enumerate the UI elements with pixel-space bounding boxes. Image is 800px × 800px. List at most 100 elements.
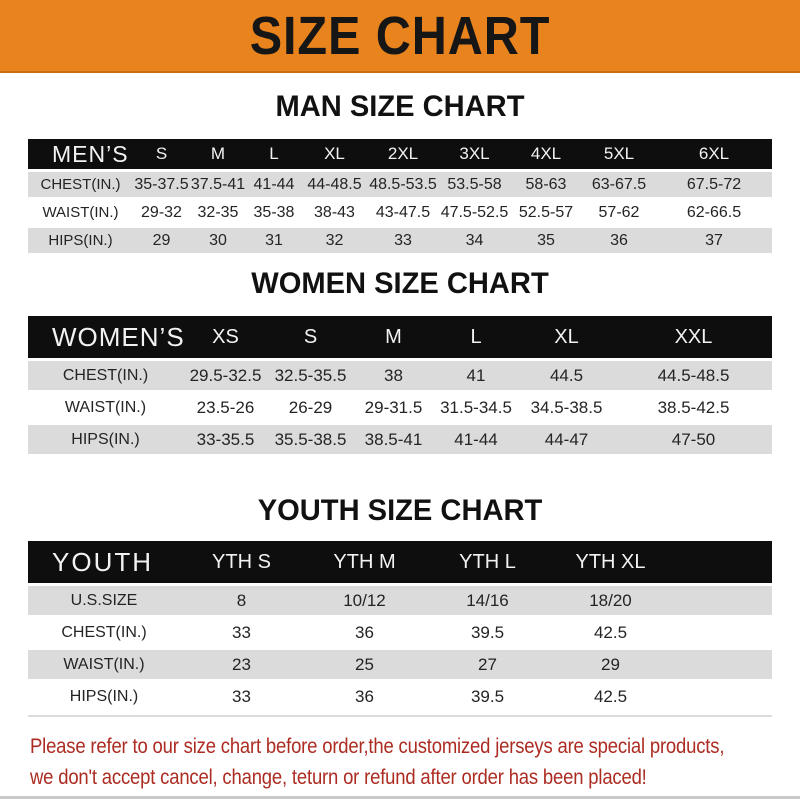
measure-value-cell: 44.5 bbox=[518, 361, 615, 390]
measure-value-cell: 38.5-42.5 bbox=[615, 393, 772, 422]
measure-value-cell: 39.5 bbox=[426, 618, 549, 647]
measure-value-cell: 41 bbox=[434, 361, 518, 390]
women-size-table: WOMEN’S XS S M L XL XXL CHEST(IN.) 29.5-32.5 32.5… bbox=[28, 313, 772, 457]
measure-value-cell: 37 bbox=[656, 228, 772, 253]
measure-value-cell: 35.5-38.5 bbox=[268, 425, 353, 454]
measure-value-cell: 31 bbox=[246, 228, 302, 253]
measure-value-cell: 29 bbox=[133, 228, 190, 253]
measure-value-cell: 32.5-35.5 bbox=[268, 361, 353, 390]
size-header-cell: L bbox=[246, 139, 302, 169]
measure-label-cell: WAIST(IN.) bbox=[28, 650, 180, 679]
measure-value-cell: 23 bbox=[180, 650, 303, 679]
measure-label-cell: HIPS(IN.) bbox=[28, 682, 180, 711]
youth-section-heading: YOUTH SIZE CHART bbox=[257, 494, 543, 527]
measure-value-cell: 14/16 bbox=[426, 586, 549, 615]
table-title-cell: WOMEN’S bbox=[28, 316, 184, 358]
measure-value-cell: 36 bbox=[303, 682, 426, 711]
size-header-cell: L bbox=[434, 316, 518, 358]
measure-row: U.S.SIZE 8 10/12 14/16 18/20 bbox=[28, 586, 772, 615]
measure-value-cell: 33 bbox=[367, 228, 439, 253]
table-title-cell: MEN’S bbox=[28, 139, 133, 169]
measure-value-cell: 48.5-53.5 bbox=[367, 172, 439, 197]
men-size-table: MEN’S S M L XL 2XL 3XL 4XL 5XL 6XL CHEST(IN.) 35-37… bbox=[28, 136, 772, 256]
men-section-heading: MAN SIZE CHART bbox=[275, 90, 525, 123]
measure-value-cell: 62-66.5 bbox=[656, 200, 772, 225]
measure-value-cell: 35-37.5 bbox=[133, 172, 190, 197]
size-header-cell: 2XL bbox=[367, 139, 439, 169]
measure-value-cell: 63-67.5 bbox=[582, 172, 656, 197]
spacer-cell bbox=[672, 682, 772, 711]
size-header-cell: M bbox=[353, 316, 434, 358]
measure-value-cell: 34 bbox=[439, 228, 510, 253]
measure-value-cell: 33 bbox=[180, 682, 303, 711]
measure-value-cell: 30 bbox=[190, 228, 246, 253]
measure-value-cell: 36 bbox=[303, 618, 426, 647]
measure-value-cell: 34.5-38.5 bbox=[518, 393, 615, 422]
table-header-row: MEN’S S M L XL 2XL 3XL 4XL 5XL 6XL bbox=[28, 139, 772, 169]
measure-value-cell: 37.5-41 bbox=[190, 172, 246, 197]
women-section-heading: WOMEN SIZE CHART bbox=[251, 267, 549, 300]
size-header-cell: 4XL bbox=[510, 139, 582, 169]
measure-row: WAIST(IN.) 29-32 32-35 35-38 38-43 43-47.5 47.… bbox=[28, 200, 772, 225]
measure-value-cell: 32 bbox=[302, 228, 367, 253]
size-header-cell: XS bbox=[183, 316, 268, 358]
measure-value-cell: 43-47.5 bbox=[367, 200, 439, 225]
measure-value-cell: 29 bbox=[549, 650, 672, 679]
measure-value-cell: 44.5-48.5 bbox=[615, 361, 772, 390]
banner: SIZE CHART bbox=[0, 0, 800, 73]
measure-value-cell: 42.5 bbox=[549, 618, 672, 647]
bottom-divider bbox=[0, 796, 800, 799]
size-header-cell: 6XL bbox=[656, 139, 772, 169]
table-header-row: WOMEN’S XS S M L XL XXL bbox=[28, 316, 772, 358]
measure-value-cell: 29-32 bbox=[133, 200, 190, 225]
measure-value-cell: 10/12 bbox=[303, 586, 426, 615]
women-section: WOMEN SIZE CHART WOMEN’S XS S M L XL XXL CHEST(… bbox=[0, 266, 800, 457]
measure-value-cell: 52.5-57 bbox=[510, 200, 582, 225]
youth-section: YOUTH SIZE CHART YOUTH YTH S YTH M YTH L YTH… bbox=[0, 493, 800, 717]
measure-row: CHEST(IN.) 33 36 39.5 42.5 bbox=[28, 618, 772, 647]
measure-label-cell: CHEST(IN.) bbox=[28, 361, 183, 390]
youth-size-table: YOUTH YTH S YTH M YTH L YTH XL U.S.SIZE 8 10/12… bbox=[28, 538, 772, 714]
measure-value-cell: 47.5-52.5 bbox=[439, 200, 510, 225]
men-section: MAN SIZE CHART MEN’S S M L XL 2XL 3XL 4XL 5XL 6XL… bbox=[0, 89, 800, 256]
size-header-cell: S bbox=[133, 139, 190, 169]
measure-value-cell: 39.5 bbox=[426, 682, 549, 711]
measure-value-cell: 58-63 bbox=[510, 172, 582, 197]
measure-value-cell: 53.5-58 bbox=[439, 172, 510, 197]
disclaimer-line-2: we don't accept cancel, change, teturn o… bbox=[30, 766, 647, 789]
measure-value-cell: 32-35 bbox=[190, 200, 246, 225]
measure-value-cell: 42.5 bbox=[549, 682, 672, 711]
table-header-row: YOUTH YTH S YTH M YTH L YTH XL bbox=[28, 541, 772, 583]
measure-value-cell: 67.5-72 bbox=[656, 172, 772, 197]
measure-value-cell: 27 bbox=[426, 650, 549, 679]
measure-value-cell: 44-48.5 bbox=[302, 172, 367, 197]
measure-value-cell: 29-31.5 bbox=[353, 393, 434, 422]
page-title: SIZE CHART bbox=[249, 5, 551, 66]
measure-value-cell: 36 bbox=[582, 228, 656, 253]
measure-label-cell: CHEST(IN.) bbox=[28, 618, 180, 647]
size-header-cell: XL bbox=[302, 139, 367, 169]
spacer-cell bbox=[672, 650, 772, 679]
measure-value-cell: 25 bbox=[303, 650, 426, 679]
measure-row: HIPS(IN.) 29 30 31 32 33 34 35 36 37 bbox=[28, 228, 772, 253]
measure-value-cell: 41-44 bbox=[246, 172, 302, 197]
measure-value-cell: 47-50 bbox=[615, 425, 772, 454]
measure-value-cell: 8 bbox=[180, 586, 303, 615]
spacer-cell bbox=[672, 541, 772, 583]
table-title-cell: YOUTH bbox=[28, 541, 180, 583]
size-header-cell: YTH L bbox=[426, 541, 549, 583]
measure-value-cell: 26-29 bbox=[268, 393, 353, 422]
measure-value-cell: 35 bbox=[510, 228, 582, 253]
measure-row: CHEST(IN.) 35-37.5 37.5-41 41-44 44-48.5 48.5… bbox=[28, 172, 772, 197]
measure-row: HIPS(IN.) 33-35.5 35.5-38.5 38.5-41 41-44 44-… bbox=[28, 425, 772, 454]
measure-value-cell: 23.5-26 bbox=[183, 393, 268, 422]
size-header-cell: YTH XL bbox=[549, 541, 672, 583]
size-header-cell: 3XL bbox=[439, 139, 510, 169]
disclaimer-line-1: Please refer to our size chart before or… bbox=[30, 735, 725, 758]
measure-label-cell: HIPS(IN.) bbox=[28, 425, 183, 454]
measure-row: WAIST(IN.) 23 25 27 29 bbox=[28, 650, 772, 679]
measure-value-cell: 33-35.5 bbox=[183, 425, 268, 454]
measure-value-cell: 44-47 bbox=[518, 425, 615, 454]
measure-value-cell: 35-38 bbox=[246, 200, 302, 225]
